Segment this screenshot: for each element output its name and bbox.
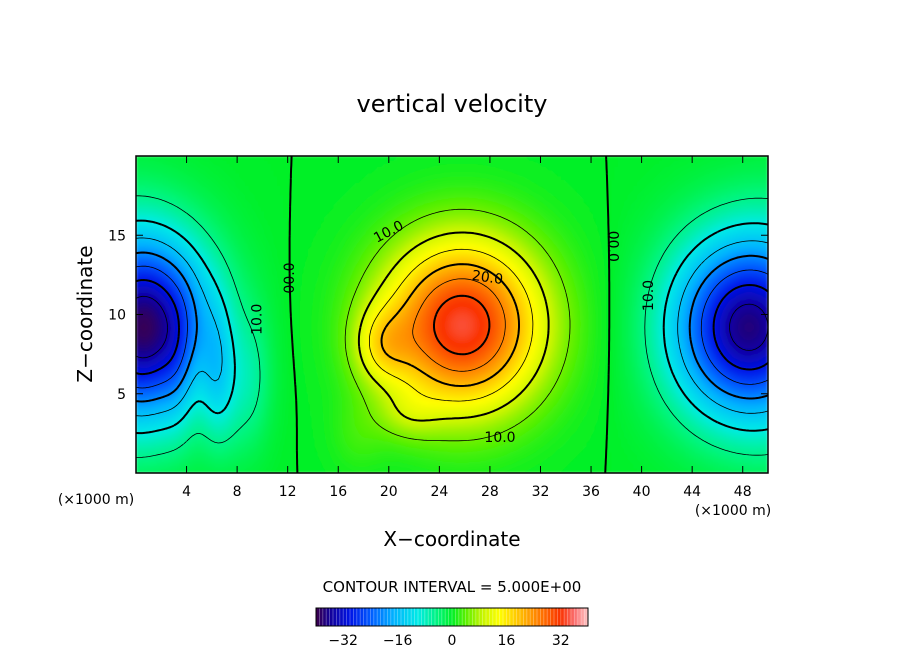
contour-level-minus-35: [136, 295, 768, 359]
colorbar-tick-label: 32: [552, 633, 570, 649]
x-unit-right: (×1000 m): [695, 503, 771, 519]
colorbar-tick-label: 0: [448, 633, 457, 649]
x-tick-label: 36: [582, 484, 600, 500]
contour-level-minus-20: [136, 251, 768, 403]
contour-label-5: 10.0: [249, 304, 265, 335]
x-tick-label: 12: [279, 484, 297, 500]
x-tick-label: 32: [532, 484, 550, 500]
x-axis-label: X−coordinate: [383, 527, 520, 551]
colorbar-ticks: −32 −16 0 16 32: [328, 633, 569, 649]
y-axis-ticks: 5 10 15: [108, 228, 768, 403]
plot-area: 10.020.010.000.000.010.010.0: [135, 155, 769, 474]
x-tick-label: 44: [683, 484, 701, 500]
contour-level-minus-5: [136, 195, 768, 458]
y-tick-label: 15: [108, 228, 126, 244]
contour-level-minus-30: [136, 279, 768, 376]
y-axis-label: Z−coordinate: [73, 245, 97, 382]
x-tick-label: 48: [734, 484, 752, 500]
x-tick-label: 40: [633, 484, 651, 500]
contour-level-minus-25: [136, 265, 768, 389]
colorbar-tick-label: 16: [497, 633, 515, 649]
colorbar-gradient: [316, 608, 588, 626]
x-axis-ticks: 4 8 12 16 20 24 28 32 36 40 44 48: [182, 156, 752, 500]
chart-title: vertical velocity: [357, 90, 548, 118]
x-tick-label: 8: [233, 484, 242, 500]
x-tick-label: 20: [380, 484, 398, 500]
contour-lines: [136, 156, 768, 473]
contour-level-minus-15: [136, 237, 768, 417]
contour-label-6: 10.0: [641, 280, 657, 311]
colorbar-tick-label: −16: [383, 633, 413, 649]
contour-level-20: [380, 263, 520, 387]
contour-interval-label: CONTOUR INTERVAL = 5.000E+00: [323, 578, 582, 596]
contour-label-4: 00.0: [605, 231, 621, 262]
colorbar-frame: [315, 607, 589, 627]
contour-level-10: [357, 231, 550, 422]
contour-label-2: 10.0: [484, 430, 515, 446]
contour-label-1: 20.0: [471, 268, 504, 288]
velocity-field: [136, 156, 768, 473]
contour-level-5: [344, 208, 571, 442]
contour-level-30: [433, 294, 491, 356]
contour-level-0: [288, 156, 611, 473]
colorbar: −32 −16 0 16 32: [315, 607, 589, 649]
contour-level-15: [369, 248, 534, 402]
contour-level-25: [412, 278, 506, 372]
x-unit-left: (×1000 m): [58, 492, 134, 508]
x-tick-label: 28: [481, 484, 499, 500]
contour-label-3: 00.0: [282, 262, 298, 293]
y-tick-label: 10: [108, 308, 126, 324]
x-tick-label: 16: [329, 484, 347, 500]
contour-level-minus-10: [136, 219, 768, 435]
colorbar-tick-label: −32: [328, 633, 358, 649]
y-tick-label: 5: [117, 387, 126, 403]
x-tick-label: 24: [430, 484, 448, 500]
colorbar-stripes: [315, 608, 589, 626]
x-tick-label: 4: [182, 484, 191, 500]
